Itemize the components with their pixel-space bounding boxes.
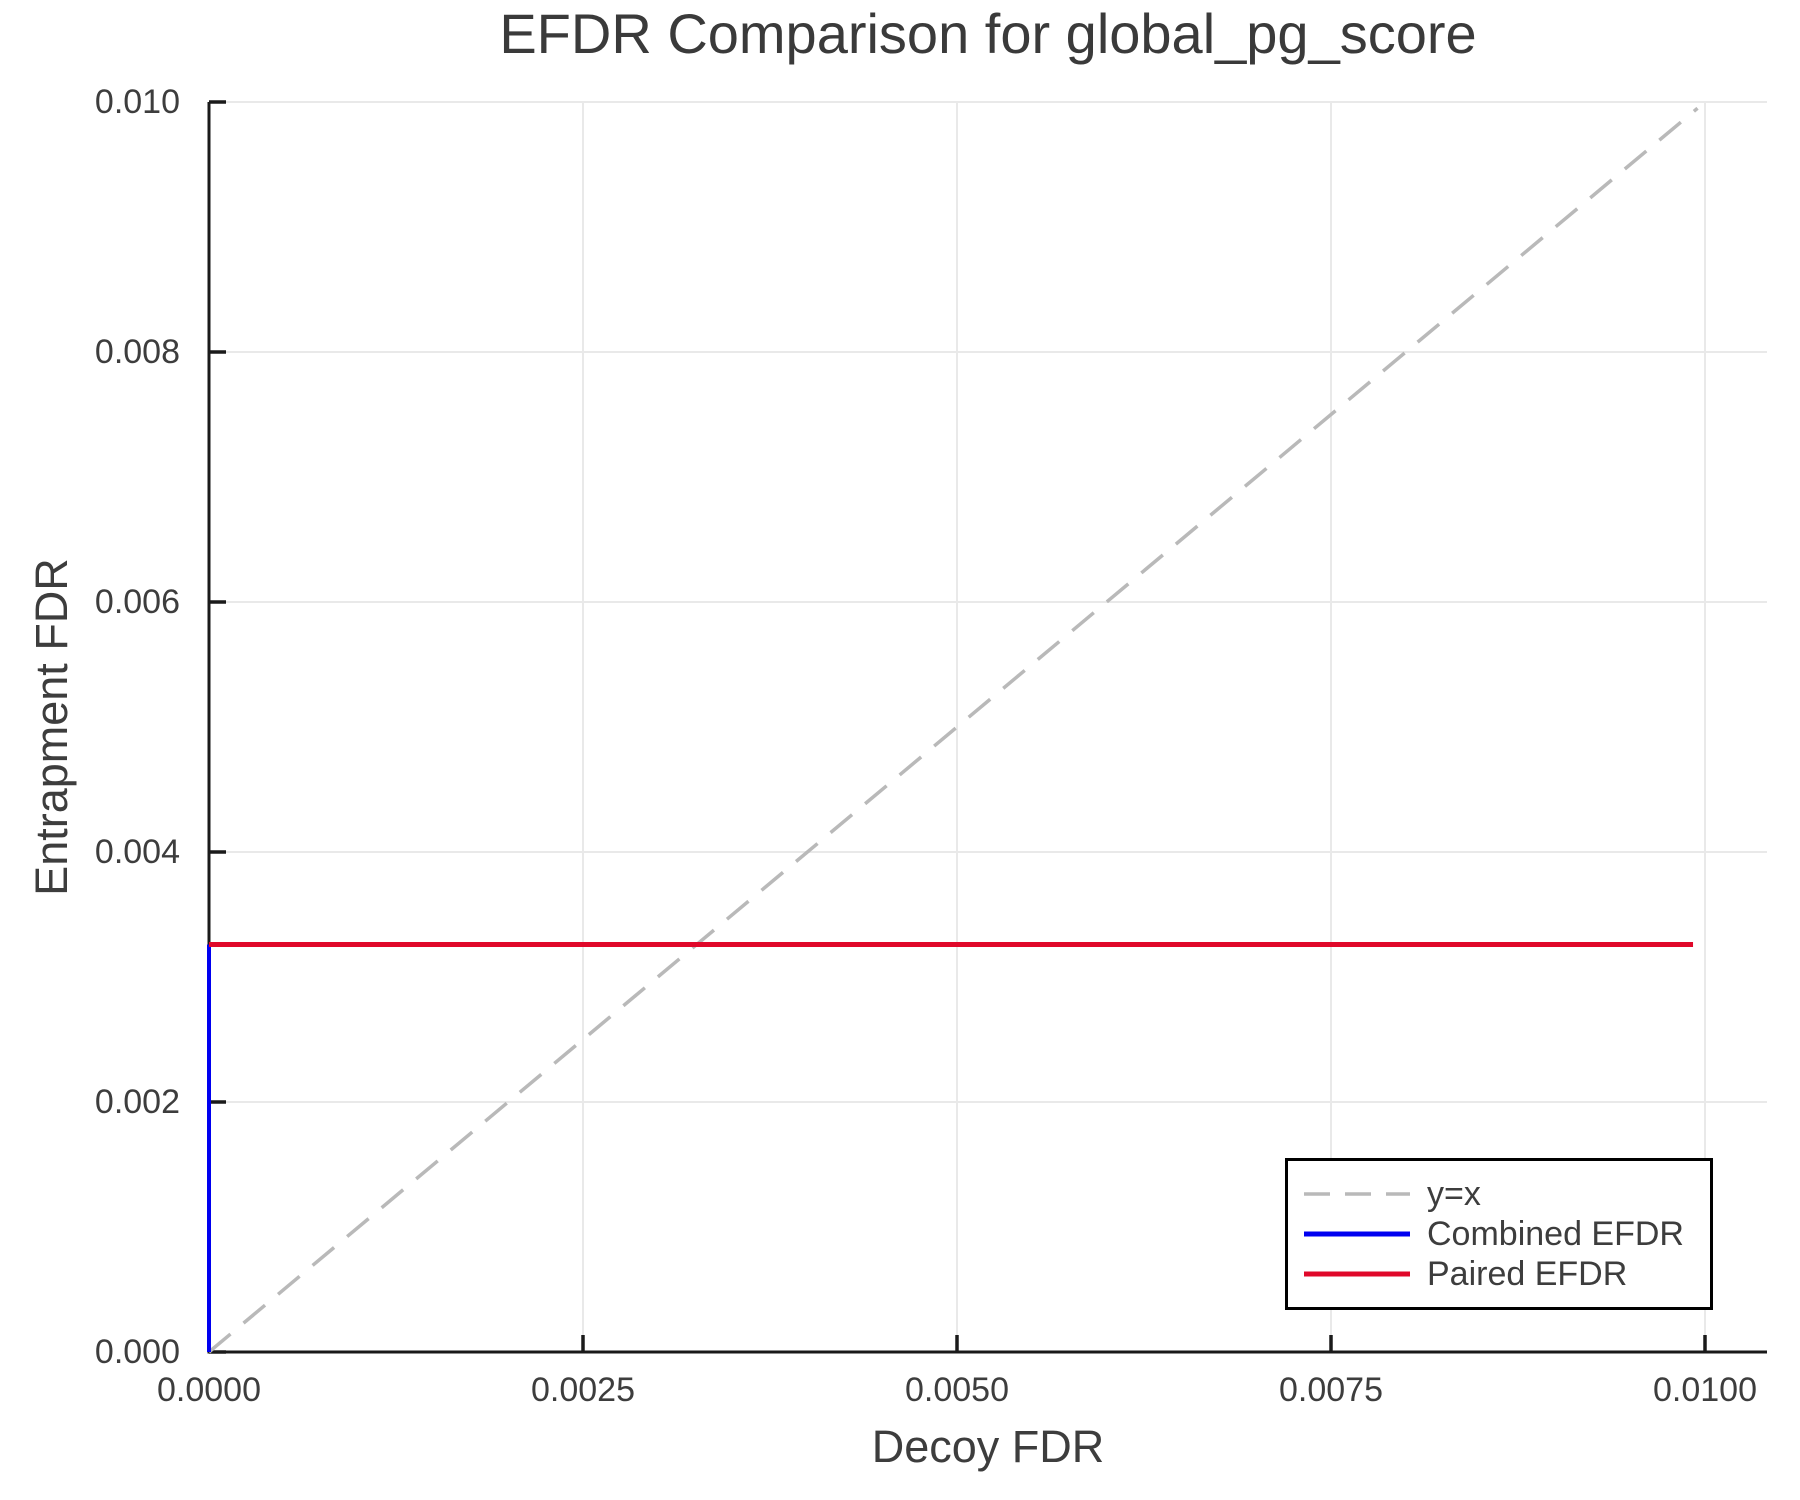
- legend-label-paired: Paired EFDR: [1427, 1255, 1628, 1293]
- x-axis-label: Decoy FDR: [871, 1421, 1105, 1472]
- y-tick-label: 0.010: [94, 83, 180, 121]
- legend-entry-paired: Paired EFDR: [1302, 1255, 1710, 1293]
- x-tick-label: 0.0075: [1279, 1371, 1383, 1409]
- y-axis-label: Entrapment FDR: [26, 558, 77, 896]
- y-tick-label: 0.000: [94, 1333, 180, 1371]
- y-tick-label: 0.004: [94, 833, 180, 871]
- chart-title: EFDR Comparison for global_pg_score: [499, 2, 1477, 65]
- x-tick-label: 0.0000: [157, 1371, 261, 1409]
- y-tick-label: 0.008: [94, 333, 180, 371]
- legend-entry-identity: y=x: [1302, 1175, 1710, 1213]
- legend-label-identity: y=x: [1427, 1175, 1481, 1213]
- series-y-x: [207, 106, 1699, 1354]
- legend-label-combined: Combined EFDR: [1427, 1215, 1684, 1253]
- legend-line-dashed-icon: [1304, 1192, 1410, 1196]
- y-tick-label: 0.002: [94, 1083, 180, 1121]
- legend: y=x Combined EFDR Paired EFDR: [1285, 1158, 1713, 1310]
- x-tick-label: 0.0050: [905, 1371, 1009, 1409]
- legend-line-blue-icon: [1304, 1231, 1410, 1237]
- y-tick-label: 0.006: [94, 583, 180, 621]
- legend-entry-combined: Combined EFDR: [1302, 1215, 1710, 1253]
- legend-line-red-icon: [1304, 1271, 1410, 1277]
- x-tick-label: 0.0025: [531, 1371, 635, 1409]
- x-tick-label: 0.0100: [1653, 1371, 1757, 1409]
